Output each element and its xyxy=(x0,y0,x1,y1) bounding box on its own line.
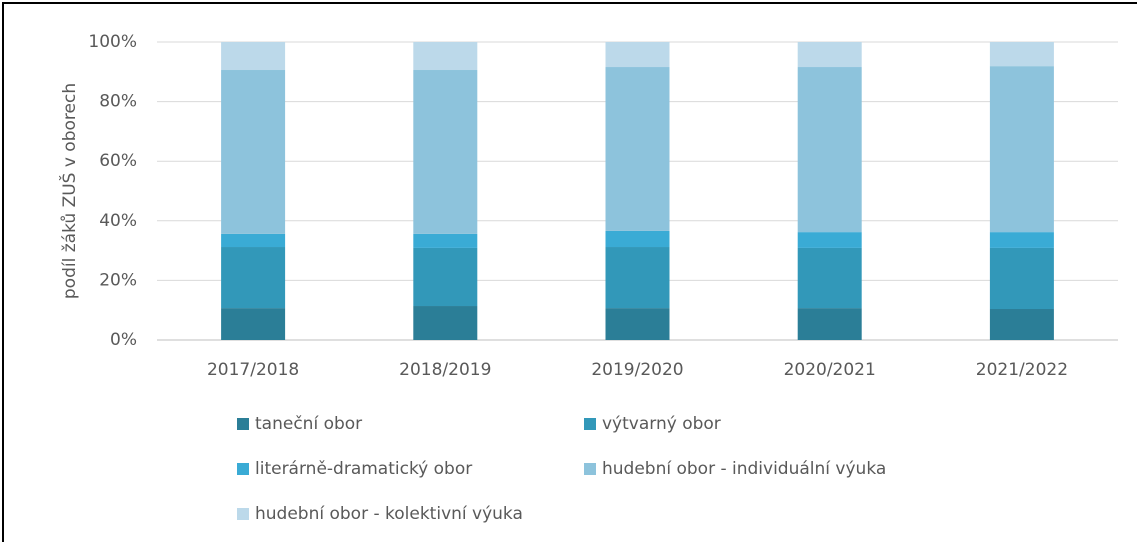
bar-segment xyxy=(797,232,862,248)
bar-segment xyxy=(989,66,1054,233)
bar-segment xyxy=(605,247,670,309)
bar-segment xyxy=(989,42,1054,67)
bar-segment xyxy=(797,308,862,340)
legend-swatch xyxy=(237,463,249,475)
bar-segment xyxy=(605,308,670,340)
legend-swatch xyxy=(237,418,249,430)
y-tick-label: 100% xyxy=(88,32,137,52)
bar-segment xyxy=(797,42,862,68)
y-tick-label: 40% xyxy=(99,211,137,231)
bar-segment xyxy=(221,247,286,309)
y-tick-label: 80% xyxy=(99,92,137,112)
x-tick-label: 2018/2019 xyxy=(399,360,491,380)
bar-segment xyxy=(989,309,1054,340)
bar-segment xyxy=(413,306,478,340)
legend-swatch xyxy=(584,418,596,430)
bar-segment xyxy=(605,230,670,248)
legend-label: taneční obor xyxy=(255,414,362,434)
legend-label: hudební obor - individuální výuka xyxy=(602,459,886,479)
bar-segment xyxy=(605,67,670,231)
x-tick-label: 2019/2020 xyxy=(591,360,683,380)
x-tick-label: 2020/2021 xyxy=(784,360,876,380)
bar-segment xyxy=(413,70,478,234)
bar-segment xyxy=(989,247,1054,310)
y-tick-label: 60% xyxy=(99,151,137,171)
x-tick-label: 2021/2022 xyxy=(976,360,1068,380)
bar-segment xyxy=(221,308,286,340)
bar-segment xyxy=(221,70,286,234)
legend-label: literárně-dramatický obor xyxy=(255,459,472,479)
y-tick-label: 20% xyxy=(99,270,137,290)
y-axis-label: podíl žáků ZUŠ v oborech xyxy=(58,83,80,299)
legend-label: hudební obor - kolektivní výuka xyxy=(255,504,523,524)
legend-swatch xyxy=(584,463,596,475)
bar-segment xyxy=(413,42,478,71)
bar-segment xyxy=(797,247,862,309)
legend-swatch xyxy=(237,508,249,520)
y-tick-label: 0% xyxy=(110,330,137,350)
legend-label: výtvarný obor xyxy=(602,414,721,434)
bar-segment xyxy=(989,232,1054,248)
bar-segment xyxy=(413,247,478,307)
bar-segment xyxy=(221,233,286,248)
x-tick-label: 2017/2018 xyxy=(207,360,299,380)
bar-segment xyxy=(413,233,478,248)
bar-segment xyxy=(221,42,286,71)
bar-segment xyxy=(605,42,670,68)
bar-segment xyxy=(797,67,862,233)
